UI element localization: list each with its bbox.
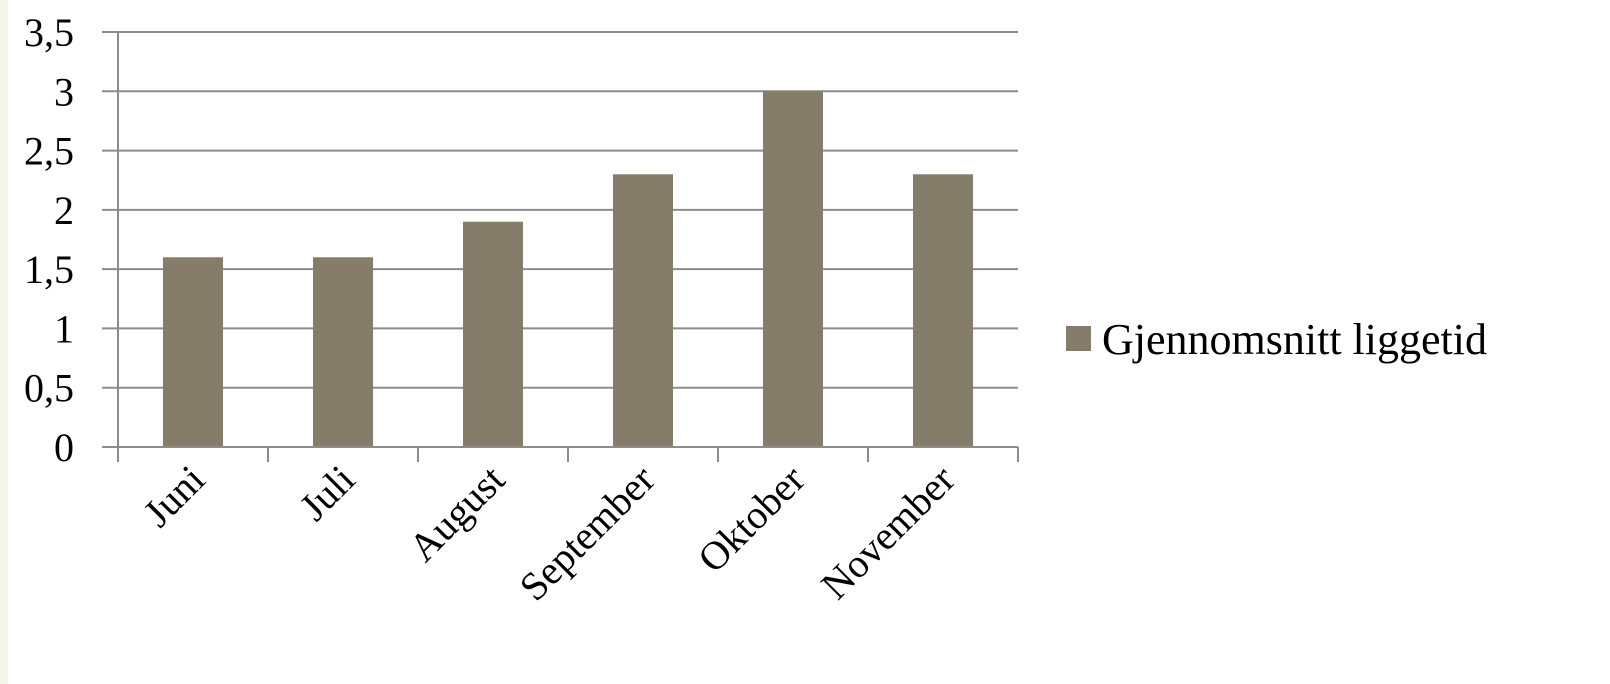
bar (613, 174, 673, 448)
y-tick-labels: 0 0,5 1 1,5 2 2,5 3 3,5 (24, 10, 74, 470)
bars (163, 91, 973, 448)
x-tick-label: August (400, 457, 514, 571)
legend: Gjennomsnitt liggetid (1066, 315, 1487, 364)
x-tick-label: Juli (291, 457, 364, 530)
x-tick-label: Juni (134, 457, 213, 536)
bar (763, 91, 823, 448)
y-tick-label: 3,5 (24, 10, 74, 55)
bar (313, 257, 373, 447)
bar (163, 257, 223, 447)
y-tick-label: 0 (54, 425, 74, 470)
y-tick-label: 2 (54, 188, 74, 233)
x-tick-label: September (511, 457, 664, 610)
x-tick-label: November (812, 457, 963, 608)
y-tick-label: 2,5 (24, 129, 74, 174)
legend-label: Gjennomsnitt liggetid (1102, 315, 1487, 364)
left-edge-strip (0, 0, 8, 684)
y-tick-label: 0,5 (24, 366, 74, 411)
gridlines (102, 31, 1018, 448)
bar (913, 174, 973, 448)
y-tick-label: 3 (54, 69, 74, 114)
x-tick-label: Oktober (689, 457, 814, 582)
axes (117, 32, 1019, 462)
bar (463, 221, 523, 447)
y-tick-label: 1,5 (24, 247, 74, 292)
legend-swatch (1066, 326, 1091, 351)
y-tick-label: 1 (54, 306, 74, 351)
